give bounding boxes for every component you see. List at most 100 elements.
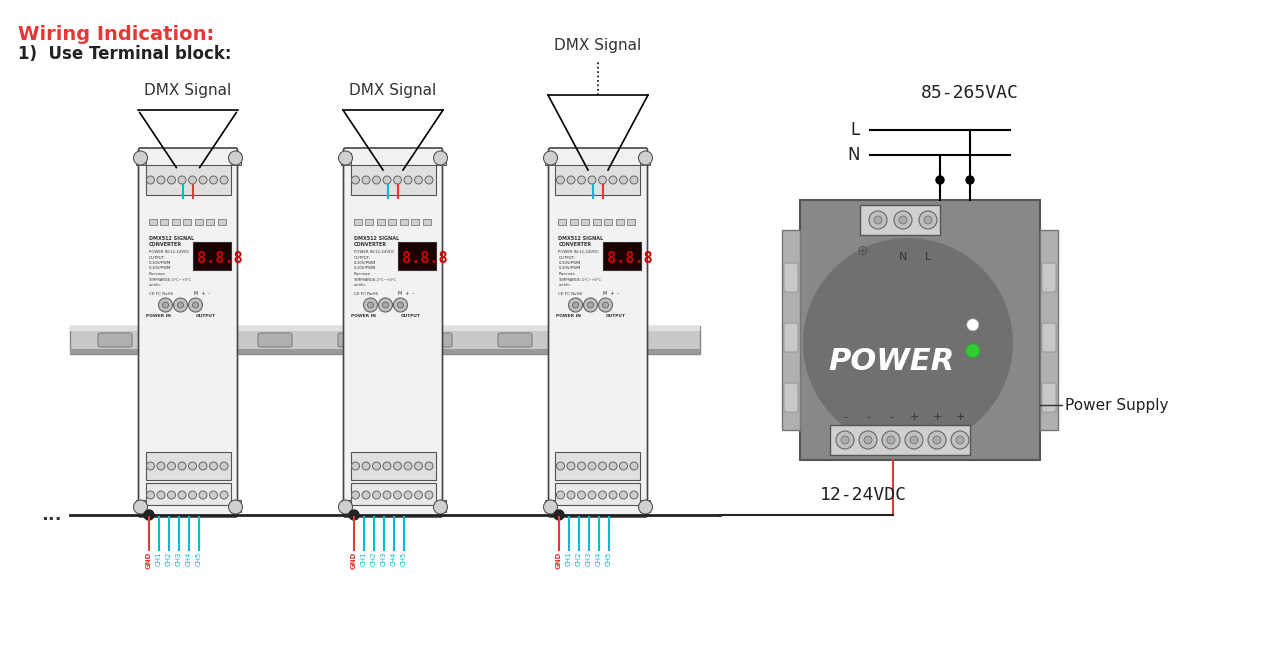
Circle shape xyxy=(404,176,412,184)
Circle shape xyxy=(220,462,228,470)
Bar xyxy=(351,165,435,195)
Text: Pwr:max: Pwr:max xyxy=(353,272,370,276)
Circle shape xyxy=(630,462,637,470)
Text: TEMPRANGE:-0°C~+0°C: TEMPRANGE:-0°C~+0°C xyxy=(148,278,192,282)
Circle shape xyxy=(557,176,564,184)
Text: certific.: certific. xyxy=(353,283,367,287)
Circle shape xyxy=(887,436,895,444)
Text: ⊕: ⊕ xyxy=(858,244,869,258)
Circle shape xyxy=(859,431,877,449)
Text: GND: GND xyxy=(351,552,357,570)
Bar xyxy=(136,153,146,165)
Circle shape xyxy=(841,436,849,444)
Circle shape xyxy=(577,462,585,470)
Circle shape xyxy=(933,436,941,444)
Circle shape xyxy=(379,298,393,312)
Circle shape xyxy=(951,431,969,449)
Text: TEMPRANGE:-0°C~+0°C: TEMPRANGE:-0°C~+0°C xyxy=(353,278,397,282)
Circle shape xyxy=(425,491,433,499)
Circle shape xyxy=(620,491,627,499)
Circle shape xyxy=(415,176,422,184)
Circle shape xyxy=(874,216,882,224)
Text: CH2: CH2 xyxy=(371,552,378,566)
Circle shape xyxy=(146,176,155,184)
Bar xyxy=(160,219,168,225)
FancyBboxPatch shape xyxy=(99,333,132,347)
Text: DMX Signal: DMX Signal xyxy=(145,83,232,98)
Circle shape xyxy=(588,176,596,184)
Circle shape xyxy=(928,431,946,449)
Circle shape xyxy=(157,176,165,184)
Text: TEMPRANGE:-0°C~+0°C: TEMPRANGE:-0°C~+0°C xyxy=(558,278,602,282)
Bar xyxy=(422,219,430,225)
Circle shape xyxy=(393,462,402,470)
Circle shape xyxy=(584,298,598,312)
Circle shape xyxy=(393,298,407,312)
Circle shape xyxy=(425,176,433,184)
Bar xyxy=(230,153,241,165)
Text: DMX Signal: DMX Signal xyxy=(554,38,641,53)
Circle shape xyxy=(599,176,607,184)
Circle shape xyxy=(188,298,202,312)
Text: OUTPUT: OUTPUT xyxy=(605,314,626,318)
Circle shape xyxy=(349,510,358,520)
Bar xyxy=(399,219,407,225)
Bar xyxy=(146,483,230,505)
Circle shape xyxy=(882,431,900,449)
FancyBboxPatch shape xyxy=(579,333,612,347)
Text: +: + xyxy=(932,412,942,422)
Bar xyxy=(640,153,650,165)
Circle shape xyxy=(639,500,653,514)
Circle shape xyxy=(220,491,228,499)
Circle shape xyxy=(599,298,613,312)
Circle shape xyxy=(174,298,187,312)
Circle shape xyxy=(639,151,653,165)
Bar xyxy=(545,153,556,165)
Circle shape xyxy=(803,238,1012,448)
Circle shape xyxy=(609,462,617,470)
Circle shape xyxy=(168,491,175,499)
Circle shape xyxy=(572,302,579,308)
FancyBboxPatch shape xyxy=(259,333,292,347)
Text: Pwr:max: Pwr:max xyxy=(148,272,165,276)
FancyBboxPatch shape xyxy=(1042,383,1056,412)
Circle shape xyxy=(544,151,558,165)
Circle shape xyxy=(544,500,558,514)
Text: CH1: CH1 xyxy=(566,552,572,567)
Circle shape xyxy=(434,151,448,165)
Circle shape xyxy=(168,176,175,184)
Circle shape xyxy=(434,500,448,514)
Circle shape xyxy=(588,462,596,470)
Bar xyxy=(1039,230,1059,430)
Bar xyxy=(148,219,156,225)
Text: OUTPUT:: OUTPUT: xyxy=(558,256,576,260)
FancyBboxPatch shape xyxy=(138,148,238,517)
Circle shape xyxy=(609,176,617,184)
Circle shape xyxy=(588,491,596,499)
Text: DMX512 SIGNAL: DMX512 SIGNAL xyxy=(353,236,398,241)
Text: 85-265VAC: 85-265VAC xyxy=(922,84,1019,102)
Circle shape xyxy=(383,491,390,499)
Text: CH4: CH4 xyxy=(596,552,602,566)
FancyBboxPatch shape xyxy=(498,333,532,347)
Circle shape xyxy=(966,344,979,358)
Text: POWER IN:12-24VDC: POWER IN:12-24VDC xyxy=(148,250,189,254)
Bar xyxy=(351,483,435,505)
Bar xyxy=(800,200,1039,460)
Text: M  +  -: M + - xyxy=(398,291,415,296)
Circle shape xyxy=(362,462,370,470)
Circle shape xyxy=(157,491,165,499)
Circle shape xyxy=(372,176,380,184)
Bar xyxy=(640,500,650,512)
Text: certific.: certific. xyxy=(148,283,163,287)
FancyBboxPatch shape xyxy=(783,383,797,412)
Bar xyxy=(365,219,372,225)
Text: Pwr:max: Pwr:max xyxy=(558,272,575,276)
Text: certific.: certific. xyxy=(558,283,572,287)
Text: 0-10V/PWM: 0-10V/PWM xyxy=(558,266,581,270)
Text: 0-10V/PWM: 0-10V/PWM xyxy=(148,266,170,270)
FancyBboxPatch shape xyxy=(178,333,212,347)
Circle shape xyxy=(557,491,564,499)
Text: CH4: CH4 xyxy=(390,552,397,566)
Circle shape xyxy=(599,491,607,499)
